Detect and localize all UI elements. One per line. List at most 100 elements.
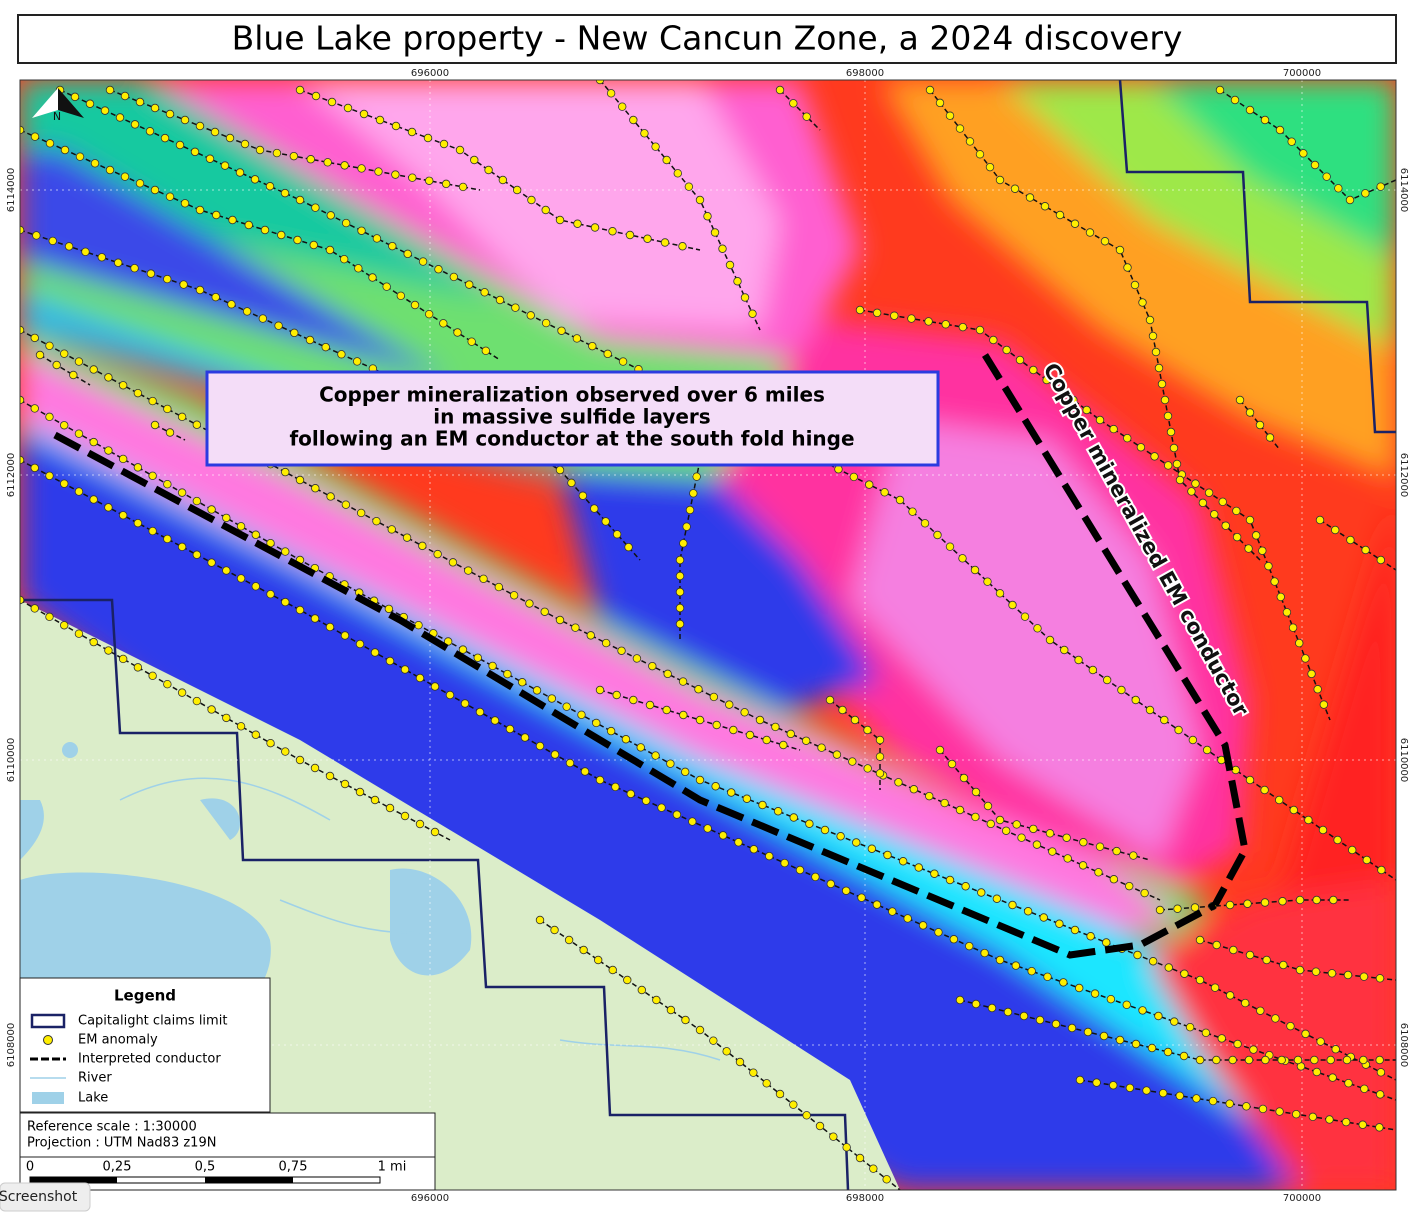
em-anomaly [1215,85,1225,95]
em-anomaly [1174,725,1183,735]
title-box [17,14,1397,64]
em-anomaly [971,999,981,1009]
em-anomaly [1155,905,1165,915]
em-anomaly [1243,899,1252,908]
em-anomaly [1154,363,1164,373]
em-anomaly [69,370,78,380]
y-coord: 6114000 [6,168,17,213]
em-anomaly [222,713,231,723]
em-anomaly [869,1164,878,1173]
em-anomaly [1310,1055,1319,1065]
em-anomaly [709,692,719,702]
em-anomaly [703,824,712,833]
em-anomaly [175,140,185,150]
em-anomaly [850,715,860,725]
em-anomaly [306,155,315,164]
em-anomaly [385,656,395,666]
em-anomaly [1166,427,1176,437]
em-anomaly [1376,1068,1386,1077]
em-anomaly [150,103,160,113]
em-anomaly [494,582,504,592]
legend-label: Capitalight claims limit [78,1014,227,1029]
em-anomaly [987,1003,997,1013]
em-anomaly [1288,623,1298,632]
em-anomaly [1148,957,1158,966]
em-anomaly [327,97,337,107]
em-anomaly [382,282,391,291]
em-anomaly [1055,210,1065,220]
em-anomaly [453,328,462,337]
em-anomaly [498,175,508,185]
em-anomaly [439,139,449,149]
claims-limit [20,80,1396,1190]
em-anomaly [1221,521,1230,530]
x-coord: 696000 [411,1193,449,1204]
em-anomaly [1326,1055,1335,1065]
em-anomaly [780,858,789,868]
em-anomaly [1060,645,1069,655]
em-anomaly [1255,420,1265,430]
em-anomaly [1295,895,1305,905]
em-anomaly [595,80,605,85]
em-anomaly [1202,745,1212,755]
em-anomaly [45,139,55,148]
x-coord: 698000 [846,1193,884,1204]
em-anomaly [1275,125,1285,135]
em-anomaly [775,1089,785,1099]
em-anomaly [612,530,622,539]
em-anomaly [1170,1017,1179,1026]
em-anomaly [1245,105,1255,115]
em-anomaly [749,1068,758,1077]
em-anomaly [955,124,965,133]
em-anomaly [540,607,549,616]
em-anomaly [434,265,443,274]
em-anomaly [165,192,175,201]
em-anomaly [623,975,632,985]
em-anomaly [920,519,930,528]
em-anomaly [388,241,397,251]
em-anomaly [1088,665,1098,675]
scale-label: 0,5 [195,1160,216,1175]
em-anomaly [310,763,320,773]
em-anomaly [227,300,236,309]
em-anomaly [1245,408,1255,417]
em-anomaly [722,1047,731,1056]
x-coord: 698000 [846,68,884,79]
em-anomaly [618,357,628,366]
em-anomaly [875,752,885,761]
em-anomaly [771,722,780,732]
em-anomaly [773,807,783,816]
em-anomaly [611,782,620,792]
em-anomaly [74,357,84,366]
em-anomaly [490,716,500,725]
em-anomaly [789,813,798,822]
reference: Reference scale : 1:30000 Projection : U… [19,1112,436,1191]
em-anomaly [148,671,157,680]
em-anomaly [118,511,128,520]
em-anomaly [340,631,350,640]
em-anomaly [305,335,315,345]
em-anomaly [396,291,406,301]
em-anomaly [629,695,638,705]
em-anomaly [572,334,582,343]
em-anomaly [651,751,660,760]
em-anomaly [340,161,349,170]
em-anomaly [212,210,221,220]
em-anomaly [1032,840,1042,849]
em-anomaly [645,700,655,710]
em-anomaly [1164,963,1173,972]
em-anomaly [1188,735,1198,745]
em-anomaly [1311,967,1321,976]
em-anomaly [355,787,365,797]
em-anomaly [163,680,172,689]
em-anomaly [1316,1037,1325,1046]
em-anomaly [484,165,493,175]
em-anomaly [180,115,190,125]
em-anomaly [848,757,857,766]
em-anomaly [1029,365,1038,375]
em-anomaly [682,522,691,531]
em-anomaly [1185,1022,1195,1032]
em-anomaly [408,173,417,182]
em-anomaly [894,778,903,787]
em-anomaly [244,220,253,230]
